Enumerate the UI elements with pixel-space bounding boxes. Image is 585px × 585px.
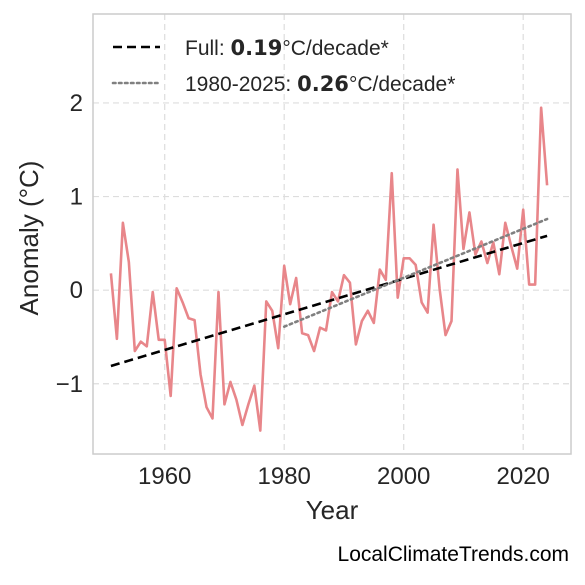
recent-trend-line [282,217,549,328]
legend-label-prefix: 1980-2025: [185,73,297,96]
x-axis-title: Year [306,495,359,525]
legend-label-prefix: Full: [185,37,231,60]
grid-lines [93,14,571,454]
y-tick-label: 2 [70,90,83,117]
legend-label: Full: 0.19°C/decade* [185,36,389,60]
watermark-text: LocalClimateTrends.com [338,543,569,566]
legend-label-suffix: °C/decade* [282,37,388,60]
tick-labels: 1960 1980 2000 2020 −1 0 1 2 [56,90,550,490]
legend-label-rate: 0.26 [297,72,349,96]
x-tick-label: 1960 [138,463,191,490]
x-tick-label: 2020 [497,463,550,490]
plot-series [109,106,549,432]
y-tick-label: 0 [70,277,83,304]
full-trend-line [110,234,548,368]
legend-label: 1980-2025: 0.26°C/decade* [185,72,455,96]
legend-label-suffix: °C/decade* [349,73,455,96]
legend: Full: 0.19°C/decade*1980-2025: 0.26°C/de… [111,36,455,96]
observed-anomaly-line [109,106,549,432]
y-tick-label: −1 [56,371,83,398]
y-axis-title: Anomaly (°C) [14,161,44,316]
x-tick-label: 1980 [258,463,311,490]
plot-frame [92,13,572,455]
y-tick-label: 1 [70,184,83,211]
x-tick-label: 2000 [377,463,430,490]
legend-label-rate: 0.19 [231,36,283,60]
